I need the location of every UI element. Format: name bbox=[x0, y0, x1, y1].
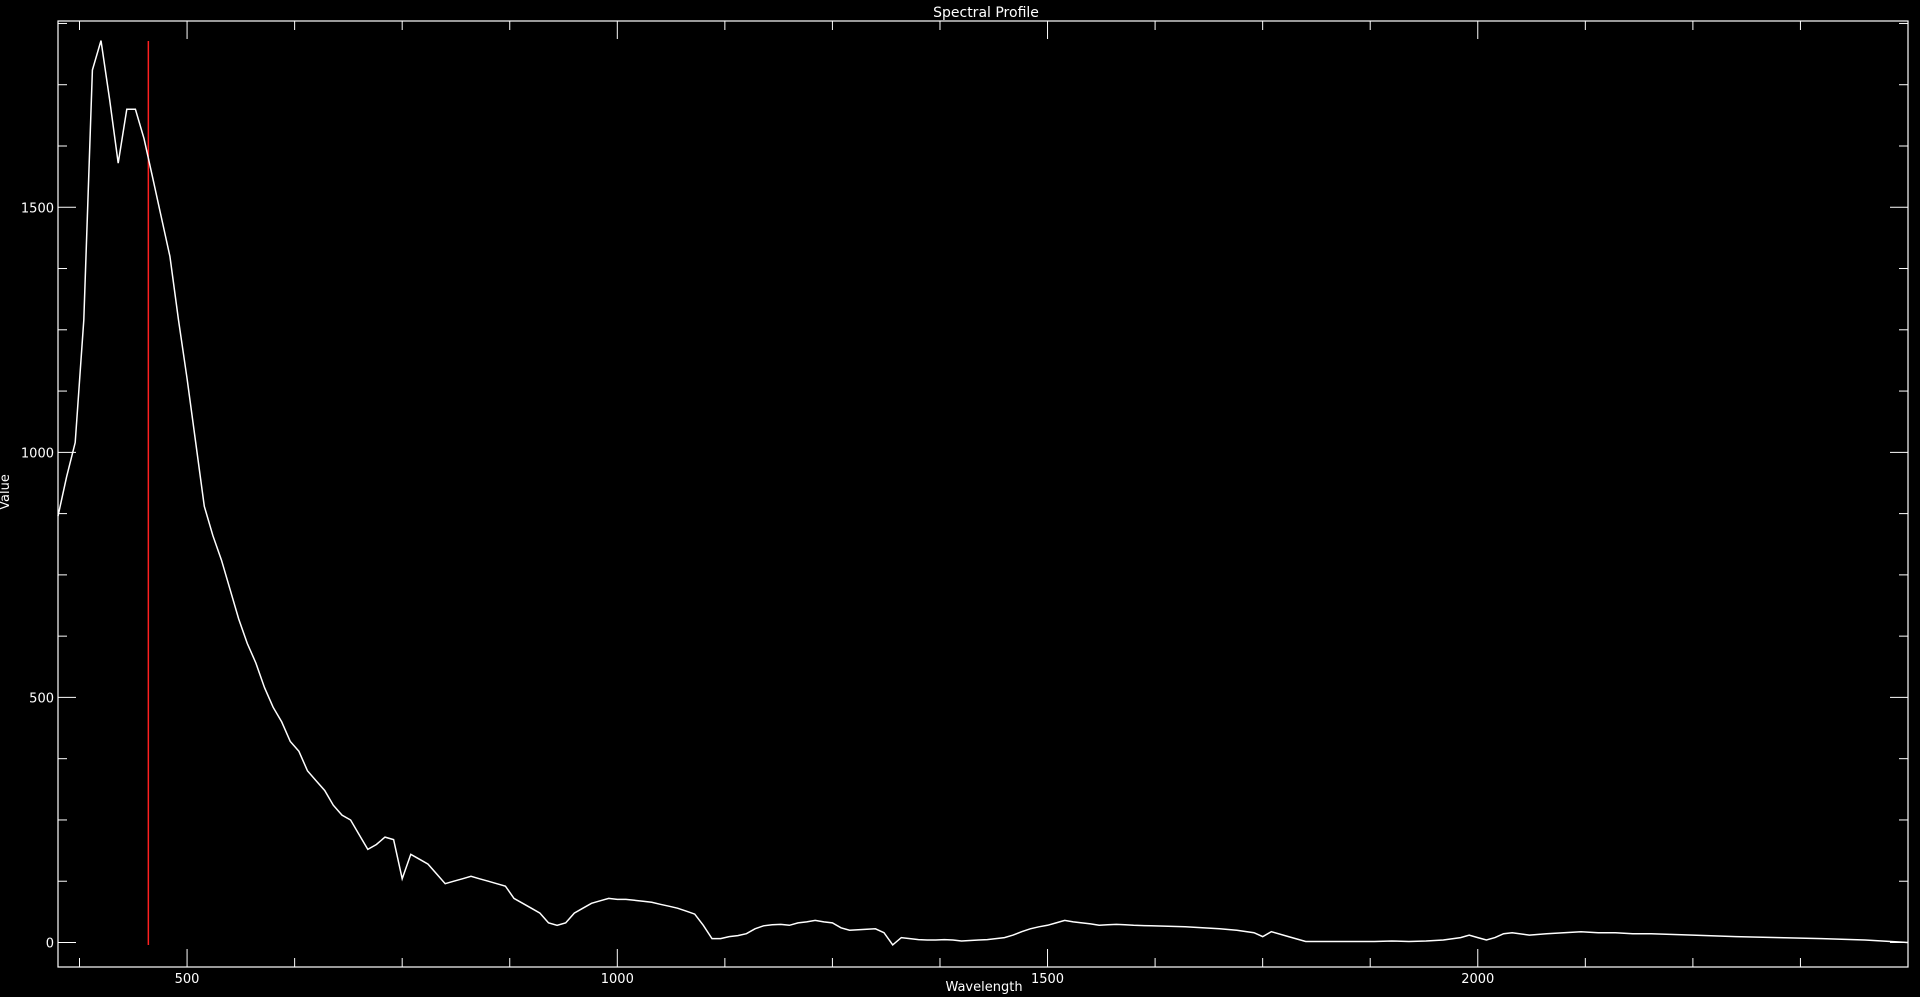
x-axis-label: Wavelength bbox=[945, 980, 1022, 995]
axis-tick-labels: 500 1000 1500 2000 0 500 1000 1500 bbox=[21, 201, 1494, 987]
y-tick-label: 0 bbox=[46, 936, 54, 951]
x-tick-label: 1000 bbox=[601, 972, 634, 987]
x-tick-label: 2000 bbox=[1461, 972, 1494, 987]
y-axis-label: Value bbox=[0, 474, 13, 510]
spectrum-series-line bbox=[57, 40, 1909, 946]
plot-frame bbox=[57, 20, 1909, 968]
axis-ticks bbox=[58, 21, 1909, 967]
y-tick-label: 500 bbox=[29, 691, 54, 706]
x-tick-label: 500 bbox=[175, 972, 200, 987]
y-tick-label: 1500 bbox=[21, 201, 54, 216]
chart-title: Spectral Profile bbox=[933, 5, 1039, 21]
y-tick-label: 1000 bbox=[21, 446, 54, 461]
x-tick-label: 1500 bbox=[1031, 972, 1064, 987]
